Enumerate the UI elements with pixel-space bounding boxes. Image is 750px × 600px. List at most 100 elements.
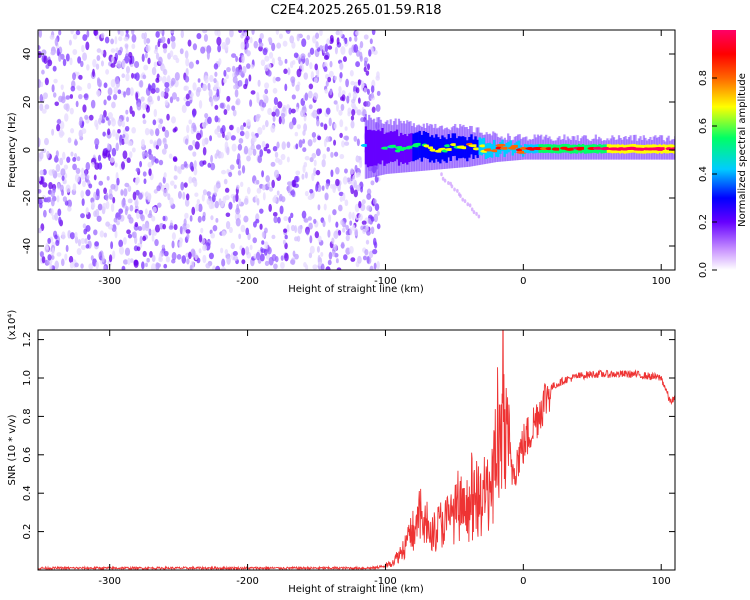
- noise-speck: [304, 171, 308, 179]
- noise-speck: [256, 187, 262, 194]
- noise-speck: [373, 214, 378, 222]
- noise-speck: [339, 132, 343, 139]
- noise-speck: [272, 87, 278, 94]
- noise-speck: [280, 261, 285, 269]
- noise-speck: [353, 135, 358, 142]
- noise-speck: [216, 149, 220, 156]
- noise-speck: [276, 141, 280, 149]
- noise-speck: [241, 54, 245, 64]
- noise-speck: [259, 32, 264, 40]
- noise-speck: [121, 120, 126, 128]
- noise-speck: [80, 244, 86, 251]
- noise-speck: [295, 143, 299, 150]
- spectrogram-signal-band: [360, 114, 675, 219]
- noise-speck: [123, 136, 129, 145]
- noise-speck: [226, 95, 231, 102]
- noise-speck: [244, 130, 250, 140]
- noise-speck: [312, 264, 318, 270]
- noise-speck: [241, 259, 246, 265]
- noise-speck: [110, 48, 116, 53]
- x-tick-label: -100: [374, 276, 397, 287]
- noise-speck: [344, 126, 348, 131]
- noise-speck: [320, 263, 325, 270]
- noise-speck: [129, 87, 134, 96]
- noise-speck: [127, 140, 133, 147]
- noise-speck: [72, 72, 77, 81]
- noise-speck: [55, 163, 61, 173]
- noise-speck: [272, 145, 278, 152]
- noise-speck: [105, 69, 110, 75]
- noise-speck: [202, 254, 207, 264]
- noise-speck: [171, 251, 177, 261]
- noise-speck: [183, 161, 188, 168]
- noise-speck: [99, 230, 105, 238]
- noise-speck: [243, 83, 248, 90]
- noise-speck: [262, 124, 266, 131]
- noise-speck: [85, 207, 89, 215]
- noise-speck: [96, 215, 102, 222]
- noise-speck: [137, 226, 143, 231]
- noise-speck: [259, 208, 264, 214]
- x-tick-label: 100: [652, 576, 671, 587]
- noise-speck: [274, 151, 279, 158]
- noise-speck: [163, 250, 169, 257]
- noise-speck: [316, 69, 320, 78]
- noise-speck: [192, 151, 197, 157]
- noise-speck: [234, 71, 239, 78]
- noise-speck: [316, 118, 320, 127]
- noise-speck: [211, 194, 216, 203]
- noise-speck: [271, 57, 276, 66]
- noise-speck: [117, 89, 122, 95]
- noise-speck: [231, 65, 236, 73]
- noise-speck: [95, 123, 99, 131]
- noise-speck: [290, 212, 294, 219]
- noise-speck: [41, 69, 45, 75]
- noise-speck: [44, 77, 49, 86]
- noise-speck: [302, 147, 307, 153]
- noise-speck: [56, 47, 60, 57]
- noise-speck: [145, 38, 151, 44]
- noise-speck: [129, 204, 134, 212]
- spectrogram-y-ticks: -40 -20 0 20 40: [22, 48, 675, 254]
- noise-speck: [339, 119, 344, 128]
- noise-speck: [51, 84, 55, 93]
- noise-speck: [300, 53, 306, 60]
- noise-speck: [320, 122, 324, 127]
- noise-speck: [39, 169, 44, 176]
- noise-speck: [275, 30, 279, 35]
- noise-speck: [139, 160, 143, 168]
- noise-speck: [196, 33, 202, 40]
- noise-speck: [110, 63, 116, 68]
- snr-series: [38, 330, 675, 570]
- noise-speck: [213, 96, 219, 102]
- noise-speck: [344, 168, 348, 174]
- noise-speck: [335, 221, 339, 228]
- noise-speck: [39, 151, 44, 160]
- noise-speck: [69, 107, 74, 115]
- noise-speck: [112, 93, 118, 101]
- noise-speck: [60, 84, 64, 90]
- noise-speck: [310, 71, 315, 80]
- band-hotspot: [360, 143, 369, 147]
- noise-speck: [236, 203, 240, 213]
- noise-speck: [38, 30, 43, 38]
- noise-speck: [240, 224, 246, 233]
- noise-speck: [163, 263, 168, 269]
- band-core: [507, 141, 510, 153]
- band-core: [435, 134, 438, 160]
- noise-speck: [360, 186, 363, 193]
- noise-speck: [220, 267, 227, 270]
- noise-speck: [355, 87, 360, 94]
- noise-speck: [135, 91, 139, 101]
- noise-speck: [164, 100, 169, 106]
- noise-speck: [125, 73, 130, 82]
- noise-speck: [88, 263, 94, 270]
- noise-speck: [193, 160, 197, 169]
- noise-speck: [209, 74, 214, 83]
- noise-speck: [95, 63, 100, 70]
- noise-speck: [50, 190, 56, 198]
- noise-speck: [218, 58, 222, 65]
- noise-speck: [221, 169, 227, 175]
- noise-speck: [264, 82, 270, 89]
- noise-speck: [273, 96, 279, 106]
